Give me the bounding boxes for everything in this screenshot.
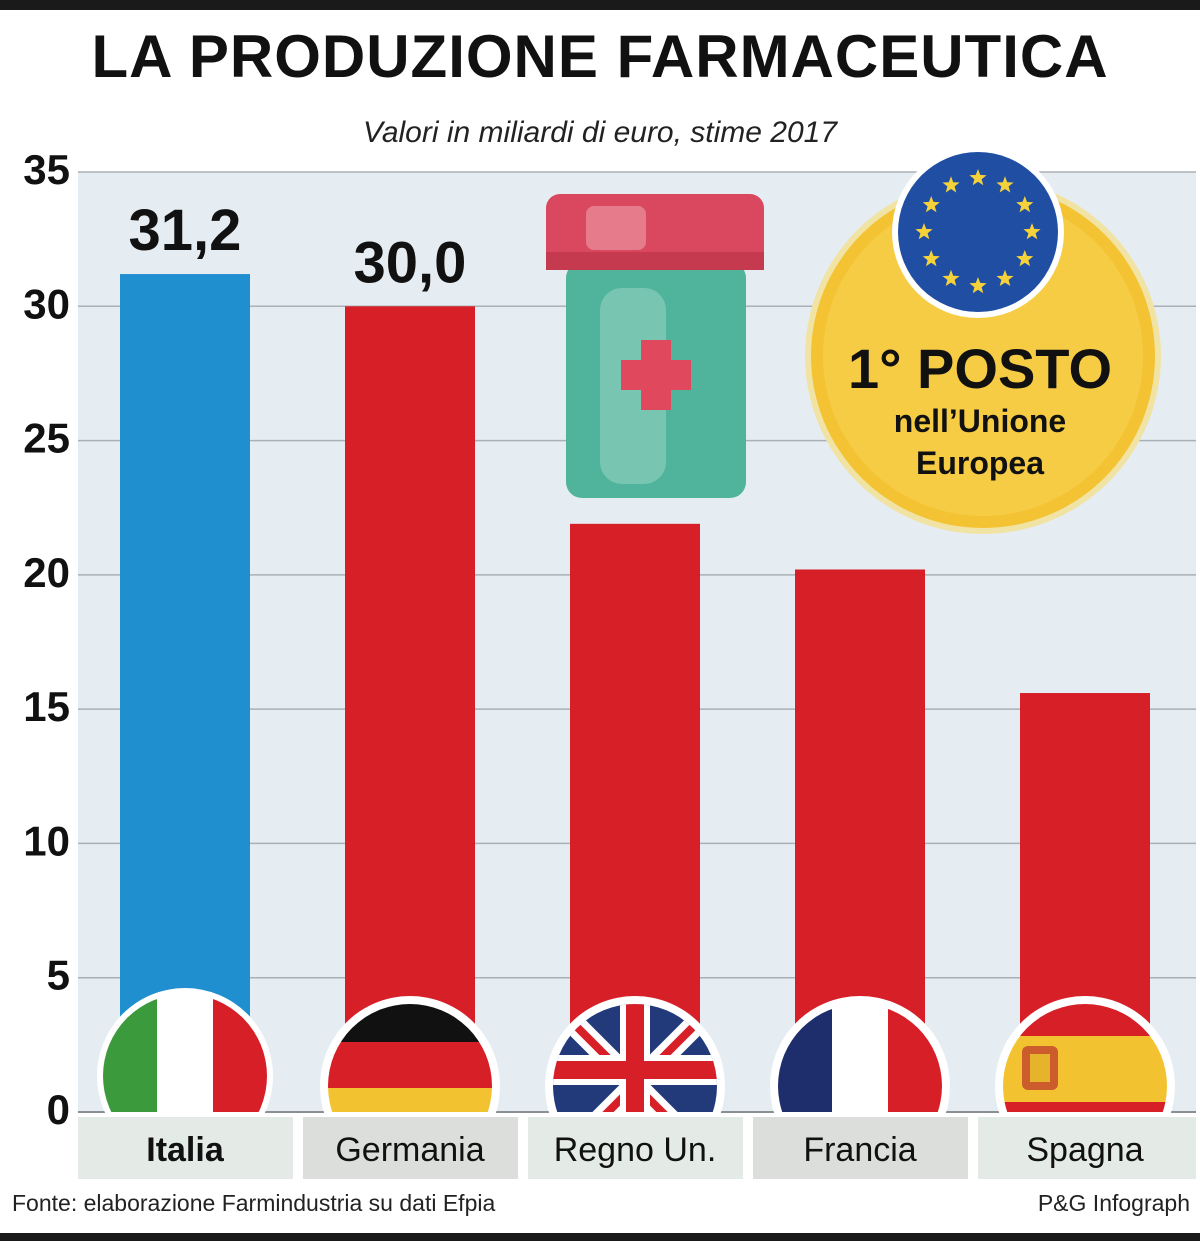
y-tick-label: 5 bbox=[47, 952, 70, 999]
medicine-bottle-icon bbox=[546, 194, 764, 498]
eu-star bbox=[915, 223, 933, 240]
eu-star bbox=[996, 269, 1014, 286]
eu-star bbox=[996, 176, 1014, 193]
y-axis: 0 5 10 15 20 25 30 35 bbox=[23, 146, 70, 1133]
eu-star bbox=[969, 277, 987, 294]
category-label-boxes bbox=[78, 1117, 1196, 1179]
y-tick-label: 25 bbox=[23, 415, 70, 462]
y-tick-label: 15 bbox=[23, 683, 70, 730]
bar bbox=[345, 306, 475, 1112]
credit-note: P&G Infograph bbox=[1037, 1190, 1190, 1216]
category-label: Italia bbox=[146, 1131, 225, 1169]
y-tick-label: 20 bbox=[23, 549, 70, 596]
eu-star bbox=[922, 250, 940, 267]
category-label: Spagna bbox=[1026, 1131, 1143, 1169]
y-tick-label: 30 bbox=[23, 280, 70, 327]
chart-subtitle: Valori in miliardi di euro, stime 2017 bbox=[362, 116, 838, 149]
badge-line3: Europea bbox=[916, 445, 1044, 481]
data-labels: 31,2 30,0 bbox=[129, 198, 467, 295]
source-note: Fonte: elaborazione Farmindustria su dat… bbox=[12, 1190, 496, 1216]
bar bbox=[120, 274, 250, 1112]
eu-star bbox=[942, 176, 960, 193]
eu-star bbox=[922, 196, 940, 213]
y-tick-label: 10 bbox=[23, 817, 70, 864]
bottom-border bbox=[0, 1233, 1200, 1241]
eu-star bbox=[1016, 196, 1034, 213]
y-tick-label: 35 bbox=[23, 146, 70, 193]
eu-star bbox=[942, 269, 960, 286]
eu-star bbox=[969, 169, 987, 186]
badge-line1: 1° POSTO bbox=[848, 337, 1112, 400]
category-label: Regno Un. bbox=[554, 1131, 717, 1169]
data-label: 30,0 bbox=[354, 230, 467, 295]
data-label: 31,2 bbox=[129, 198, 242, 263]
category-label: Francia bbox=[803, 1131, 916, 1169]
eu-star bbox=[1023, 223, 1041, 240]
top-border bbox=[0, 0, 1200, 10]
x-axis: Italia Germania Regno Un. Francia Spagna bbox=[146, 1131, 1143, 1169]
category-label: Germania bbox=[335, 1131, 484, 1169]
y-tick-label: 0 bbox=[47, 1086, 70, 1133]
eu-badge: 1° POSTO nell’Unione Europea bbox=[805, 146, 1161, 534]
eu-star bbox=[1016, 250, 1034, 267]
eu-flag-icon bbox=[892, 146, 1064, 318]
chart-title: LA PRODUZIONE FARMACEUTICA bbox=[91, 23, 1109, 90]
badge-line2: nell’Unione bbox=[894, 403, 1066, 439]
